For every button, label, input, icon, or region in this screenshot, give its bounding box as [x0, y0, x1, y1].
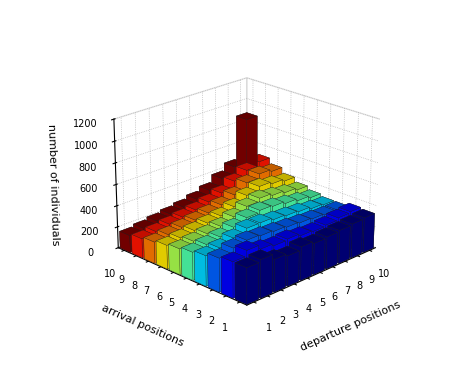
X-axis label: departure positions: departure positions — [300, 299, 402, 352]
Y-axis label: arrival positions: arrival positions — [100, 303, 185, 348]
